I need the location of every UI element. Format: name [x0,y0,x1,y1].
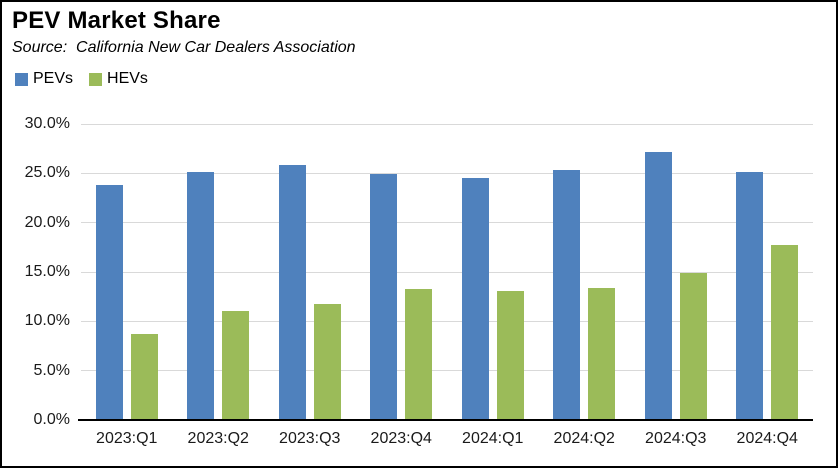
bar-hevs-2024q1 [496,290,524,419]
y-tick-label: 30.0% [24,115,70,132]
bar-hevs-2023q2 [222,311,250,419]
x-axis: 2023:Q1 2023:Q2 2023:Q3 2023:Q4 2024:Q1 2024:… [81,430,813,452]
y-tick-label: 25.0% [24,164,70,182]
y-tick-label: 5.0% [33,361,70,379]
x-tick-label: 2024:Q1 [462,430,524,447]
legend-label-pevs: PEVs [33,70,74,87]
chart-title: PEV Market Share [12,7,221,34]
hevs-swatch-icon [89,72,103,86]
legend: PEVs HEVs [15,70,148,88]
gridline [81,172,813,174]
bar-pevs-2024q2 [553,170,581,419]
x-tick-label: 2024:Q2 [553,430,615,447]
gridline [81,370,813,372]
bar-pevs-2023q2 [187,172,215,419]
bar-pevs-2024q1 [461,178,489,419]
gridline [81,271,813,273]
x-axis-line [78,419,813,421]
y-axis: 0.0% 5.0% 10.0% 15.0% 20.0% 25.0% 30.0% [2,115,70,428]
chart-source: Source: California New Car Dealers Assoc… [12,39,356,56]
gridline [81,222,813,224]
legend-item-hevs: HEVs [89,70,148,88]
bar-hevs-2024q3 [679,272,707,419]
bar-hevs-2023q3 [313,303,341,419]
y-tick-label: 15.0% [24,263,70,280]
bar-hevs-2024q2 [588,287,616,419]
x-tick-label: 2024:Q4 [736,430,798,447]
x-tick-label: 2023:Q2 [187,430,249,447]
x-tick-label: 2024:Q3 [645,430,707,447]
bar-pevs-2023q3 [278,165,306,419]
x-tick-label: 2023:Q4 [370,430,432,447]
bar-pevs-2024q3 [644,151,672,419]
x-tick-label: 2023:Q1 [96,430,158,447]
bar-pevs-2023q4 [370,174,398,419]
bar-hevs-2023q1 [130,334,158,419]
gridline [81,123,813,125]
bar-pevs-2024q4 [736,172,764,419]
bar-hevs-2023q4 [405,288,433,419]
bar-hevs-2024q4 [771,245,799,419]
y-tick-label: 0.0% [33,411,70,428]
gridline [81,320,813,322]
legend-item-pevs: PEVs [15,70,73,88]
bar-pevs-2023q1 [95,185,123,419]
y-tick-label: 10.0% [24,312,70,330]
pevs-swatch-icon [15,72,28,86]
legend-label-hevs: HEVs [107,70,148,87]
plot-area [78,123,813,421]
y-tick-label: 20.0% [24,213,70,231]
x-tick-label: 2023:Q3 [279,430,341,447]
